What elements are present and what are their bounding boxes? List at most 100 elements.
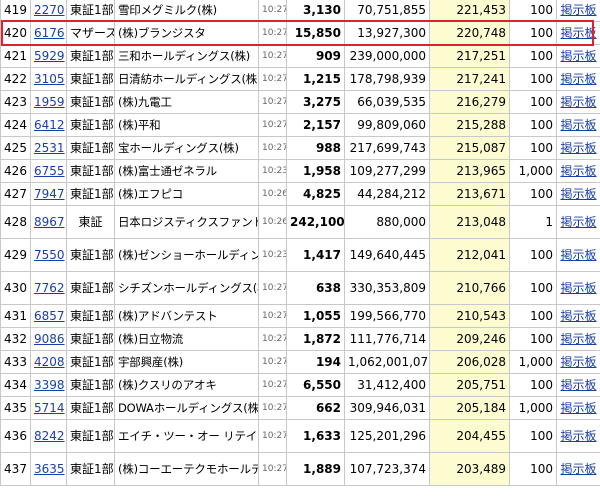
- price-cell: 1,055: [286, 304, 345, 328]
- table-row: 421 5929 東証1部 三和ホールディングス(株) 10:27 909 239,000,…: [0, 44, 600, 68]
- stock-code-link[interactable]: 6176: [34, 25, 65, 40]
- stock-code-link[interactable]: 3398: [34, 377, 65, 392]
- trading-value-cell: 210,543: [429, 304, 510, 328]
- volume-cell: 44,284,212: [344, 182, 430, 206]
- rank-cell: 433: [0, 350, 31, 374]
- stock-code-link[interactable]: 7550: [34, 247, 65, 262]
- bbs-link[interactable]: 掲示板: [560, 163, 597, 178]
- stock-code-cell: 3105: [30, 67, 67, 91]
- stock-code-cell: 8242: [30, 419, 67, 453]
- time-cell: 10:27: [258, 373, 287, 397]
- trading-unit-cell: 100: [509, 373, 557, 397]
- table-row: 433 4208 東証1部 宇部興産(株) 10:27 194 1,062,001,076 2…: [0, 350, 600, 374]
- volume-cell: 149,640,445: [344, 238, 430, 272]
- stock-code-link[interactable]: 9086: [34, 331, 65, 346]
- company-name-cell: (株)クスリのアオキ: [114, 373, 259, 397]
- stock-code-link[interactable]: 2270: [34, 2, 65, 17]
- stock-code-link[interactable]: 3105: [34, 71, 65, 86]
- trading-value-cell: 217,251: [429, 44, 510, 68]
- table-row: 424 6412 東証1部 (株)平和 10:27 2,157 99,809,060 215,…: [0, 113, 600, 137]
- bbs-link[interactable]: 掲示板: [560, 280, 597, 295]
- bbs-link[interactable]: 掲示板: [560, 25, 597, 40]
- bbs-cell: 掲示板: [556, 136, 600, 160]
- stock-code-cell: 6755: [30, 159, 67, 183]
- company-name-cell: (株)九電工: [114, 90, 259, 114]
- time-cell: 10:27: [258, 113, 287, 137]
- table-row: 423 1959 東証1部 (株)九電工 10:27 3,275 66,039,535 216…: [0, 90, 600, 114]
- bbs-link[interactable]: 掲示板: [560, 428, 597, 443]
- bbs-link[interactable]: 掲示板: [560, 461, 597, 476]
- stock-code-link[interactable]: 7762: [34, 280, 65, 295]
- rank-cell: 425: [0, 136, 31, 160]
- stock-code-cell: 5714: [30, 396, 67, 420]
- stock-code-cell: 6857: [30, 304, 67, 328]
- stock-code-cell: 7550: [30, 238, 67, 272]
- company-name-cell: DOWAホールディングス(株): [114, 396, 259, 420]
- bbs-link[interactable]: 掲示板: [560, 308, 597, 323]
- market-cell: 東証1部: [66, 304, 115, 328]
- rank-cell: 432: [0, 327, 31, 351]
- table-row: 4288967東証日本ロジスティクスファンド投資法人10:26242,10088…: [0, 205, 600, 239]
- table-row: 432 9086 東証1部 (株)日立物流 10:27 1,872 111,776,714 2…: [0, 327, 600, 351]
- table-row: 425 2531 東証1部 宝ホールディングス(株) 10:27 988 217,699,7…: [0, 136, 600, 160]
- table-row: 430 7762 東証1部 シチズンホールディングス(株) 10:27 638 330,35…: [0, 271, 600, 305]
- stock-code-link[interactable]: 6755: [34, 163, 65, 178]
- stock-code-link[interactable]: 1959: [34, 94, 65, 109]
- stock-code-cell: 3635: [30, 452, 67, 486]
- trading-value-cell: 216,279: [429, 90, 510, 114]
- stock-code-link[interactable]: 6857: [34, 308, 65, 323]
- company-name-cell: 雪印メグミルク(株): [114, 0, 259, 22]
- stock-code-link[interactable]: 3635: [34, 461, 65, 476]
- bbs-link[interactable]: 掲示板: [560, 331, 597, 346]
- bbs-link[interactable]: 掲示板: [560, 247, 597, 262]
- stock-code-link[interactable]: 5714: [34, 400, 65, 415]
- time-cell: 10:27: [258, 271, 287, 305]
- bbs-link[interactable]: 掲示板: [560, 48, 597, 63]
- stock-code-link[interactable]: 5929: [34, 48, 65, 63]
- rank-cell: 427: [0, 182, 31, 206]
- bbs-link[interactable]: 掲示板: [560, 71, 597, 86]
- company-name-cell: 宝ホールディングス(株): [114, 136, 259, 160]
- stock-code-link[interactable]: 8242: [34, 428, 65, 443]
- volume-cell: 70,751,855: [344, 0, 430, 22]
- stock-code-link[interactable]: 8967: [34, 214, 65, 229]
- stock-code-link[interactable]: 7947: [34, 186, 65, 201]
- bbs-link[interactable]: 掲示板: [560, 377, 597, 392]
- time-cell: 10:27: [258, 350, 287, 374]
- stock-code-cell: 3398: [30, 373, 67, 397]
- trading-unit-cell: 100: [509, 419, 557, 453]
- bbs-link[interactable]: 掲示板: [560, 354, 597, 369]
- bbs-link[interactable]: 掲示板: [560, 2, 597, 17]
- market-cell: 東証1部: [66, 327, 115, 351]
- price-cell: 988: [286, 136, 345, 160]
- bbs-link[interactable]: 掲示板: [560, 186, 597, 201]
- stock-code-cell: 1959: [30, 90, 67, 114]
- company-name-cell: エイチ・ツー・オー リテイリング(株): [114, 419, 259, 453]
- price-cell: 909: [286, 44, 345, 68]
- time-cell: 10:27: [258, 452, 287, 486]
- stock-code-link[interactable]: 6412: [34, 117, 65, 132]
- price-cell: 15,850: [286, 21, 345, 45]
- trading-unit-cell: 100: [509, 452, 557, 486]
- stock-code-link[interactable]: 2531: [34, 140, 65, 155]
- bbs-link[interactable]: 掲示板: [560, 400, 597, 415]
- company-name-cell: 宇部興産(株): [114, 350, 259, 374]
- stock-code-cell: 8967: [30, 205, 67, 239]
- rank-cell: 428: [0, 205, 31, 239]
- stock-code-cell: 2531: [30, 136, 67, 160]
- rank-cell: 422: [0, 67, 31, 91]
- bbs-link[interactable]: 掲示板: [560, 214, 597, 229]
- time-cell: 10:27: [258, 327, 287, 351]
- volume-cell: 880,000: [344, 205, 430, 239]
- price-cell: 1,958: [286, 159, 345, 183]
- volume-cell: 66,039,535: [344, 90, 430, 114]
- time-cell: 10:27: [258, 396, 287, 420]
- time-cell: 10:27: [258, 21, 287, 45]
- bbs-link[interactable]: 掲示板: [560, 117, 597, 132]
- stock-code-link[interactable]: 4208: [34, 354, 65, 369]
- rank-cell: 423: [0, 90, 31, 114]
- bbs-link[interactable]: 掲示板: [560, 140, 597, 155]
- bbs-cell: 掲示板: [556, 238, 600, 272]
- bbs-link[interactable]: 掲示板: [560, 94, 597, 109]
- trading-value-cell: 205,184: [429, 396, 510, 420]
